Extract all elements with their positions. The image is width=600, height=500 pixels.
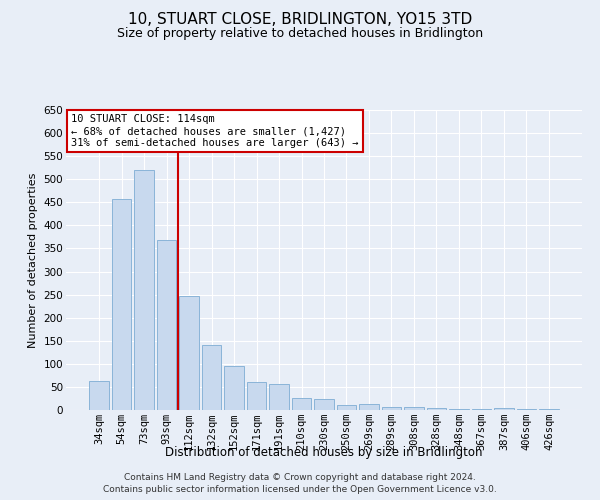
Bar bbox=[269, 384, 289, 410]
Text: Distribution of detached houses by size in Bridlington: Distribution of detached houses by size … bbox=[165, 446, 483, 459]
Bar bbox=[292, 398, 311, 410]
Text: 10 STUART CLOSE: 114sqm
← 68% of detached houses are smaller (1,427)
31% of semi: 10 STUART CLOSE: 114sqm ← 68% of detache… bbox=[71, 114, 359, 148]
Bar bbox=[112, 199, 131, 410]
Bar bbox=[427, 408, 446, 410]
Bar bbox=[494, 408, 514, 410]
Bar bbox=[382, 407, 401, 410]
Text: Contains HM Land Registry data © Crown copyright and database right 2024.: Contains HM Land Registry data © Crown c… bbox=[124, 472, 476, 482]
Text: Size of property relative to detached houses in Bridlington: Size of property relative to detached ho… bbox=[117, 28, 483, 40]
Bar bbox=[202, 346, 221, 410]
Bar bbox=[314, 400, 334, 410]
Bar bbox=[359, 404, 379, 410]
Bar bbox=[89, 382, 109, 410]
Bar bbox=[517, 409, 536, 410]
Bar bbox=[449, 408, 469, 410]
Bar bbox=[247, 382, 266, 410]
Bar bbox=[224, 366, 244, 410]
Bar bbox=[472, 409, 491, 410]
Bar bbox=[539, 408, 559, 410]
Text: Contains public sector information licensed under the Open Government Licence v3: Contains public sector information licen… bbox=[103, 485, 497, 494]
Bar bbox=[179, 296, 199, 410]
Text: 10, STUART CLOSE, BRIDLINGTON, YO15 3TD: 10, STUART CLOSE, BRIDLINGTON, YO15 3TD bbox=[128, 12, 472, 28]
Y-axis label: Number of detached properties: Number of detached properties bbox=[28, 172, 38, 348]
Bar bbox=[337, 406, 356, 410]
Bar bbox=[157, 240, 176, 410]
Bar bbox=[404, 407, 424, 410]
Bar bbox=[134, 170, 154, 410]
